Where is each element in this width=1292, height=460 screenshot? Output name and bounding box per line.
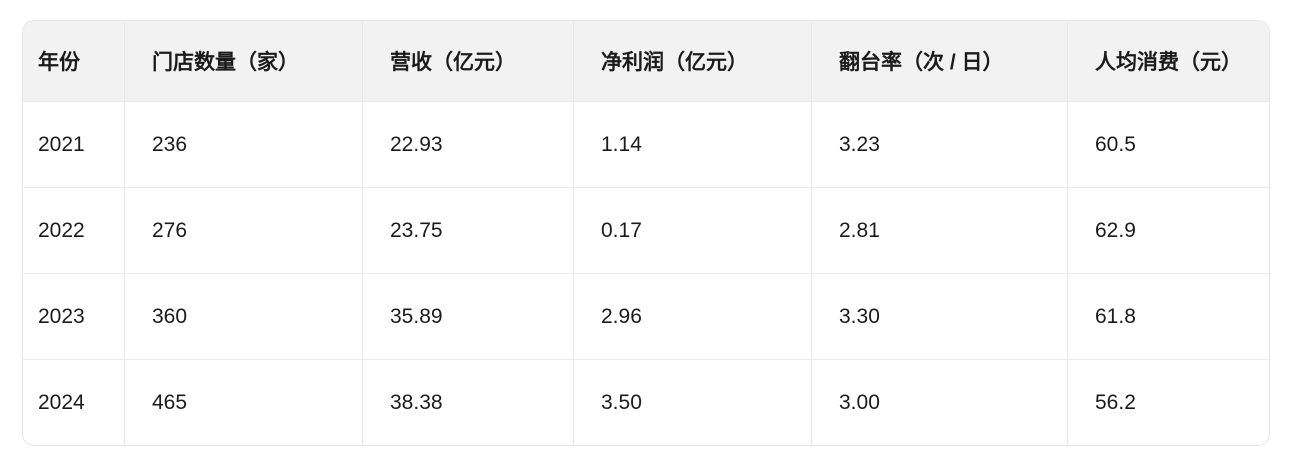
cell-store-count: 236 [124,101,362,187]
cell-net-profit: 0.17 [573,187,811,273]
table-row-2024: 2024 465 38.38 3.50 3.00 56.2 [23,359,1269,445]
cell-per-capita-spend: 60.5 [1067,101,1269,187]
cell-year: 2024 [23,359,124,445]
cell-year: 2023 [23,273,124,359]
cell-revenue: 38.38 [362,359,573,445]
column-header-per-capita-spend: 人均消费（元） [1067,21,1269,101]
column-header-year: 年份 [23,21,124,101]
table-row-2023: 2023 360 35.89 2.96 3.30 61.8 [23,273,1269,359]
cell-store-count: 360 [124,273,362,359]
data-table: 年份 门店数量（家） 营收（亿元） 净利润（亿元） 翻台率（次 / 日） 人均消… [23,21,1269,445]
table-row-2021: 2021 236 22.93 1.14 3.23 60.5 [23,101,1269,187]
cell-per-capita-spend: 62.9 [1067,187,1269,273]
column-header-store-count: 门店数量（家） [124,21,362,101]
cell-store-count: 276 [124,187,362,273]
cell-revenue: 22.93 [362,101,573,187]
cell-net-profit: 2.96 [573,273,811,359]
cell-year: 2022 [23,187,124,273]
column-header-net-profit: 净利润（亿元） [573,21,811,101]
yearly-metrics-table: 年份 门店数量（家） 营收（亿元） 净利润（亿元） 翻台率（次 / 日） 人均消… [22,20,1270,446]
cell-net-profit: 3.50 [573,359,811,445]
column-header-turnover-rate: 翻台率（次 / 日） [811,21,1067,101]
cell-turnover-rate: 3.23 [811,101,1067,187]
cell-revenue: 23.75 [362,187,573,273]
table-row-2022: 2022 276 23.75 0.17 2.81 62.9 [23,187,1269,273]
cell-turnover-rate: 2.81 [811,187,1067,273]
cell-per-capita-spend: 56.2 [1067,359,1269,445]
cell-net-profit: 1.14 [573,101,811,187]
cell-turnover-rate: 3.30 [811,273,1067,359]
cell-year: 2021 [23,101,124,187]
cell-turnover-rate: 3.00 [811,359,1067,445]
cell-store-count: 465 [124,359,362,445]
cell-per-capita-spend: 61.8 [1067,273,1269,359]
cell-revenue: 35.89 [362,273,573,359]
column-header-revenue: 营收（亿元） [362,21,573,101]
table-header-row: 年份 门店数量（家） 营收（亿元） 净利润（亿元） 翻台率（次 / 日） 人均消… [23,21,1269,101]
